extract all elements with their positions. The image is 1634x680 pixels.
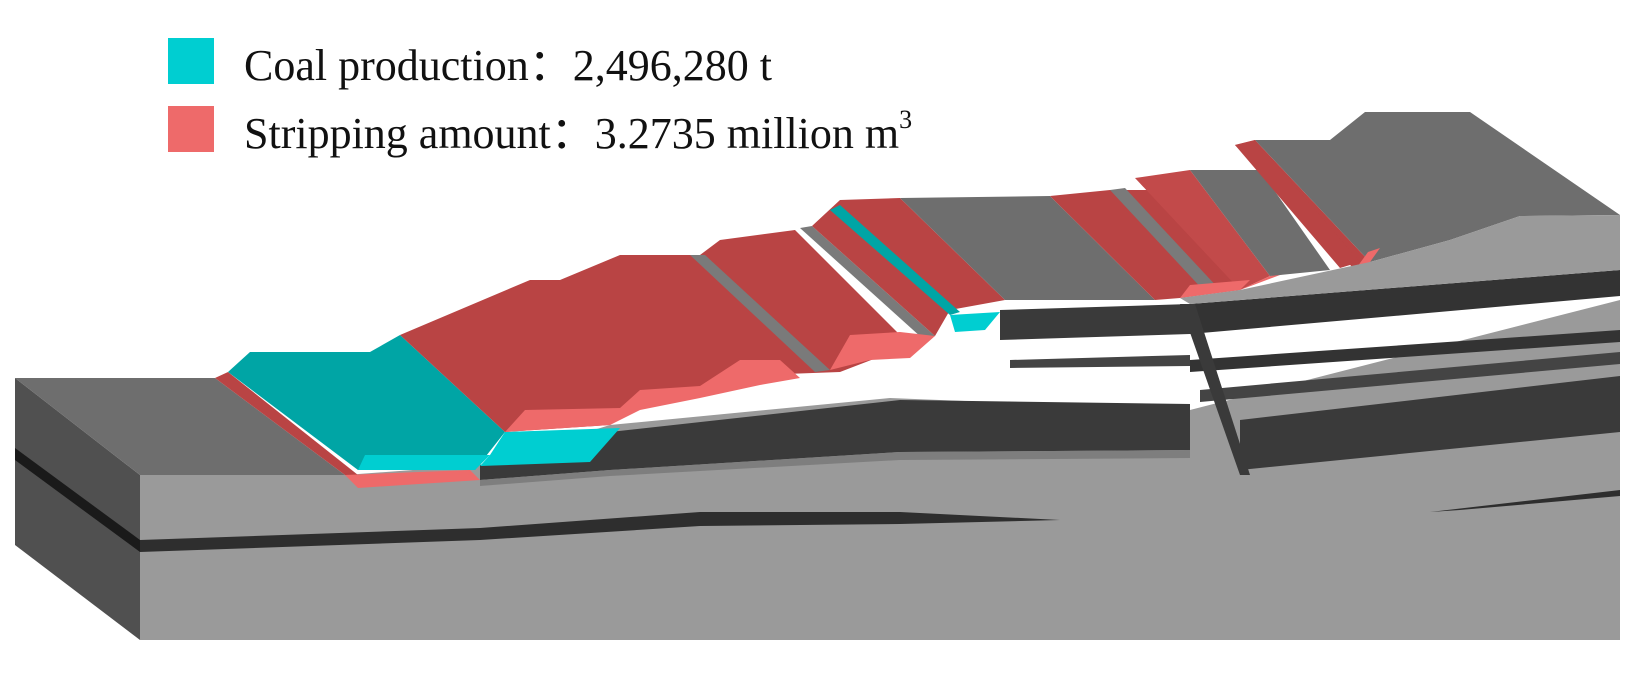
fault-line bbox=[1180, 304, 1250, 475]
block-front-face bbox=[140, 300, 1620, 640]
lower-coal-seam bbox=[140, 512, 1060, 552]
right-seam-3 bbox=[1200, 352, 1620, 402]
upper-coal-seam bbox=[480, 400, 1190, 480]
block-left-face bbox=[15, 378, 140, 640]
stripping-superscript: 3 bbox=[899, 105, 913, 134]
stripping-pink-steps bbox=[505, 360, 800, 432]
gray-band-c bbox=[1110, 188, 1220, 292]
right-lower-seam bbox=[1430, 490, 1620, 512]
coal-swatch bbox=[168, 38, 214, 84]
middle-seam-b bbox=[1010, 355, 1190, 368]
stripping-label: Stripping amount： bbox=[244, 109, 595, 158]
stripping-block-5c bbox=[1235, 140, 1360, 268]
strip-pink-floor bbox=[345, 470, 480, 488]
coal-stripe-light bbox=[950, 312, 1000, 332]
thin-coal-seam bbox=[480, 450, 1190, 486]
right-seam-1 bbox=[1190, 270, 1620, 334]
stripping-swatch bbox=[168, 106, 214, 152]
left-side-seam bbox=[15, 448, 140, 552]
middle-seam-a bbox=[1000, 304, 1190, 340]
left-strip-rim bbox=[215, 372, 358, 475]
stripping-pink-edge bbox=[1180, 280, 1250, 298]
stripping-value: 3.2735 million m bbox=[594, 109, 900, 158]
coal-legend-text: Coal production：2,496,280 t bbox=[244, 29, 772, 93]
middle-top-surface bbox=[900, 196, 1155, 300]
coal-light-bench-2 bbox=[480, 428, 620, 466]
right-seam-4 bbox=[1240, 376, 1620, 470]
stripping-block-4 bbox=[1135, 170, 1270, 290]
coal-bench-upper bbox=[228, 335, 505, 470]
coal-label: Coal production： bbox=[244, 41, 573, 90]
coal-light-bench bbox=[358, 455, 490, 470]
legend: Coal production：2,496,280 t Stripping am… bbox=[168, 38, 912, 174]
left-top-surface bbox=[15, 378, 345, 475]
stripping-mass-main bbox=[400, 230, 910, 432]
coal-stripe bbox=[830, 205, 960, 315]
stripping-legend-text: Stripping amount：3.2735 million m3 bbox=[244, 97, 912, 161]
legend-item-coal: Coal production：2,496,280 t bbox=[168, 38, 912, 90]
gray-band-a bbox=[690, 255, 830, 372]
gray-band-b bbox=[800, 226, 935, 338]
right-upper-front bbox=[1180, 215, 1620, 304]
right-seam-2 bbox=[1190, 330, 1620, 372]
stripping-pink-steps-2 bbox=[830, 332, 935, 370]
coal-value: 2,496,280 t bbox=[572, 41, 772, 90]
upper-right-gray bbox=[1190, 170, 1330, 276]
stripping-block-5b bbox=[1255, 112, 1620, 262]
legend-item-stripping: Stripping amount：3.2735 million m3 bbox=[168, 106, 912, 158]
